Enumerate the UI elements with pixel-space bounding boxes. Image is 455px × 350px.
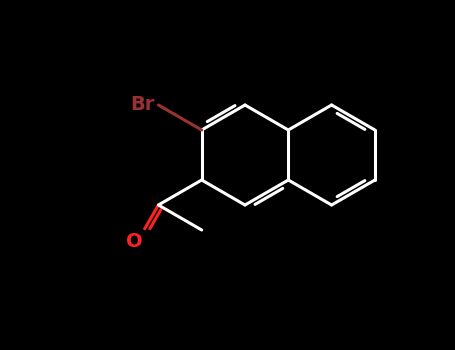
Text: Br: Br [130, 96, 154, 114]
Text: O: O [126, 232, 143, 251]
